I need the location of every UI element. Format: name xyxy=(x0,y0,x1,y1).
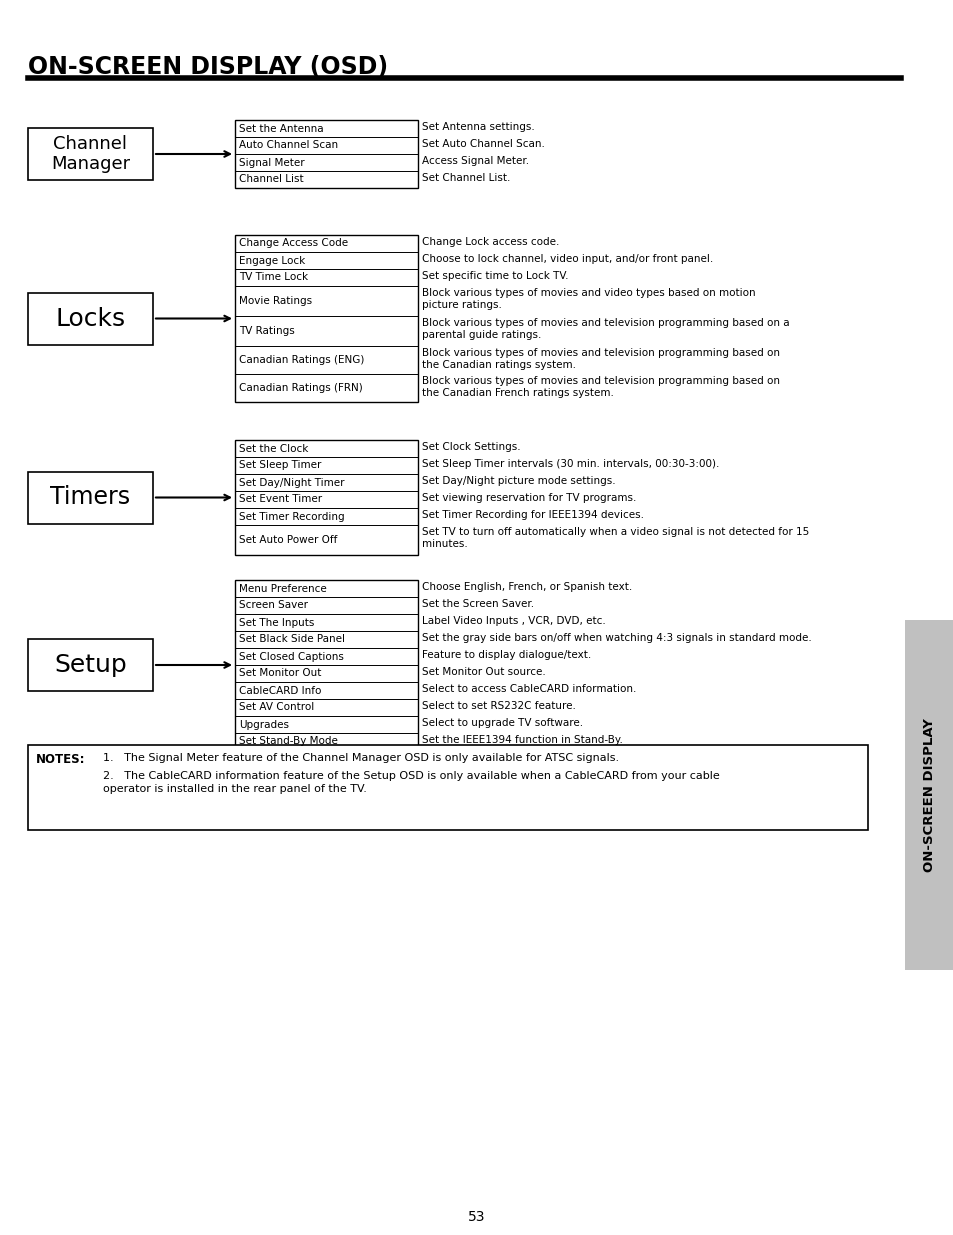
Text: Set the Screen Saver.: Set the Screen Saver. xyxy=(421,599,534,609)
Text: Engage Lock: Engage Lock xyxy=(239,256,305,266)
Text: TV Ratings: TV Ratings xyxy=(239,326,294,336)
Text: Set AV Control: Set AV Control xyxy=(239,703,314,713)
Text: Locks: Locks xyxy=(55,306,126,331)
Text: Set Sleep Timer intervals (30 min. intervals, 00:30-3:00).: Set Sleep Timer intervals (30 min. inter… xyxy=(421,459,719,469)
Text: Set Timer Recording for IEEE1394 devices.: Set Timer Recording for IEEE1394 devices… xyxy=(421,510,643,520)
Text: Select to access CableCARD information.: Select to access CableCARD information. xyxy=(421,684,636,694)
Text: Set specific time to Lock TV.: Set specific time to Lock TV. xyxy=(421,270,568,282)
Text: Change Access Code: Change Access Code xyxy=(239,238,348,248)
Text: CableCARD Info: CableCARD Info xyxy=(239,685,321,695)
Text: 53: 53 xyxy=(468,1210,485,1224)
Text: Block various types of movies and video types based on motion
picture ratings.: Block various types of movies and video … xyxy=(421,288,755,310)
Text: Block various types of movies and television programming based on a
parental gui: Block various types of movies and televi… xyxy=(421,317,789,341)
Text: Channel
Manager: Channel Manager xyxy=(51,135,130,173)
Text: Block various types of movies and television programming based on
the Canadian r: Block various types of movies and televi… xyxy=(421,348,780,370)
Text: Set Auto Power Off: Set Auto Power Off xyxy=(239,535,337,545)
Bar xyxy=(28,293,152,345)
Bar xyxy=(28,472,152,524)
Text: Set Clock Settings.: Set Clock Settings. xyxy=(421,442,520,452)
Text: Channel List: Channel List xyxy=(239,174,303,184)
Text: Set Monitor Out: Set Monitor Out xyxy=(239,668,321,678)
Text: Block various types of movies and television programming based on
the Canadian F: Block various types of movies and televi… xyxy=(421,375,780,399)
Text: Set Closed Captions: Set Closed Captions xyxy=(239,652,343,662)
Text: Canadian Ratings (FRN): Canadian Ratings (FRN) xyxy=(239,383,362,393)
Text: Set The Inputs: Set The Inputs xyxy=(239,618,314,627)
Bar xyxy=(234,440,417,555)
Text: Setup: Setup xyxy=(54,653,127,677)
Text: Choose to lock channel, video input, and/or front panel.: Choose to lock channel, video input, and… xyxy=(421,254,713,264)
Text: Set Auto Channel Scan.: Set Auto Channel Scan. xyxy=(421,140,544,149)
Text: Choose English, French, or Spanish text.: Choose English, French, or Spanish text. xyxy=(421,582,632,592)
Bar xyxy=(28,745,867,830)
Text: Timers: Timers xyxy=(51,485,131,510)
Text: Movie Ratings: Movie Ratings xyxy=(239,296,312,306)
Text: Set Sleep Timer: Set Sleep Timer xyxy=(239,461,321,471)
Text: Set viewing reservation for TV programs.: Set viewing reservation for TV programs. xyxy=(421,493,636,503)
Text: Auto Channel Scan: Auto Channel Scan xyxy=(239,141,337,151)
Text: Set TV to turn off automatically when a video signal is not detected for 15
minu: Set TV to turn off automatically when a … xyxy=(421,527,808,550)
Text: Set the IEEE1394 function in Stand-By.: Set the IEEE1394 function in Stand-By. xyxy=(421,735,622,745)
Text: Set Timer Recording: Set Timer Recording xyxy=(239,511,344,521)
Text: Change Lock access code.: Change Lock access code. xyxy=(421,237,558,247)
Text: Screen Saver: Screen Saver xyxy=(239,600,308,610)
Text: Set Day/Night picture mode settings.: Set Day/Night picture mode settings. xyxy=(421,475,615,487)
Text: Upgrades: Upgrades xyxy=(239,720,289,730)
Text: Set the Antenna: Set the Antenna xyxy=(239,124,323,133)
Text: Feature to display dialogue/text.: Feature to display dialogue/text. xyxy=(421,650,591,659)
Text: ON-SCREEN DISPLAY (OSD): ON-SCREEN DISPLAY (OSD) xyxy=(28,56,388,79)
Text: Set Channel List.: Set Channel List. xyxy=(421,173,510,183)
Text: 2.   The CableCARD information feature of the Setup OSD is only available when a: 2. The CableCARD information feature of … xyxy=(103,771,719,794)
Bar xyxy=(28,638,152,692)
Text: Set Stand-By Mode: Set Stand-By Mode xyxy=(239,736,337,746)
Text: Canadian Ratings (ENG): Canadian Ratings (ENG) xyxy=(239,354,364,366)
Text: 1.   The Signal Meter feature of the Channel Manager OSD is only available for A: 1. The Signal Meter feature of the Chann… xyxy=(103,753,618,763)
Text: Signal Meter: Signal Meter xyxy=(239,158,304,168)
Text: Access Signal Meter.: Access Signal Meter. xyxy=(421,156,529,165)
Bar xyxy=(904,620,953,969)
Text: Menu Preference: Menu Preference xyxy=(239,583,327,594)
Bar xyxy=(28,128,152,180)
Text: ON-SCREEN DISPLAY: ON-SCREEN DISPLAY xyxy=(923,718,935,872)
Text: NOTES:: NOTES: xyxy=(36,753,86,766)
Text: Set Event Timer: Set Event Timer xyxy=(239,494,322,505)
Text: Set Day/Night Timer: Set Day/Night Timer xyxy=(239,478,344,488)
Text: Set Black Side Panel: Set Black Side Panel xyxy=(239,635,345,645)
Text: Set Antenna settings.: Set Antenna settings. xyxy=(421,122,535,132)
Bar xyxy=(234,580,417,750)
Bar xyxy=(234,235,417,403)
Text: Label Video Inputs , VCR, DVD, etc.: Label Video Inputs , VCR, DVD, etc. xyxy=(421,616,605,626)
Bar xyxy=(234,120,417,188)
Text: Select to upgrade TV software.: Select to upgrade TV software. xyxy=(421,718,582,727)
Text: TV Time Lock: TV Time Lock xyxy=(239,273,308,283)
Text: Set Monitor Out source.: Set Monitor Out source. xyxy=(421,667,545,677)
Text: Set the Clock: Set the Clock xyxy=(239,443,308,453)
Text: Set the gray side bars on/off when watching 4:3 signals in standard mode.: Set the gray side bars on/off when watch… xyxy=(421,634,811,643)
Text: Select to set RS232C feature.: Select to set RS232C feature. xyxy=(421,701,576,711)
